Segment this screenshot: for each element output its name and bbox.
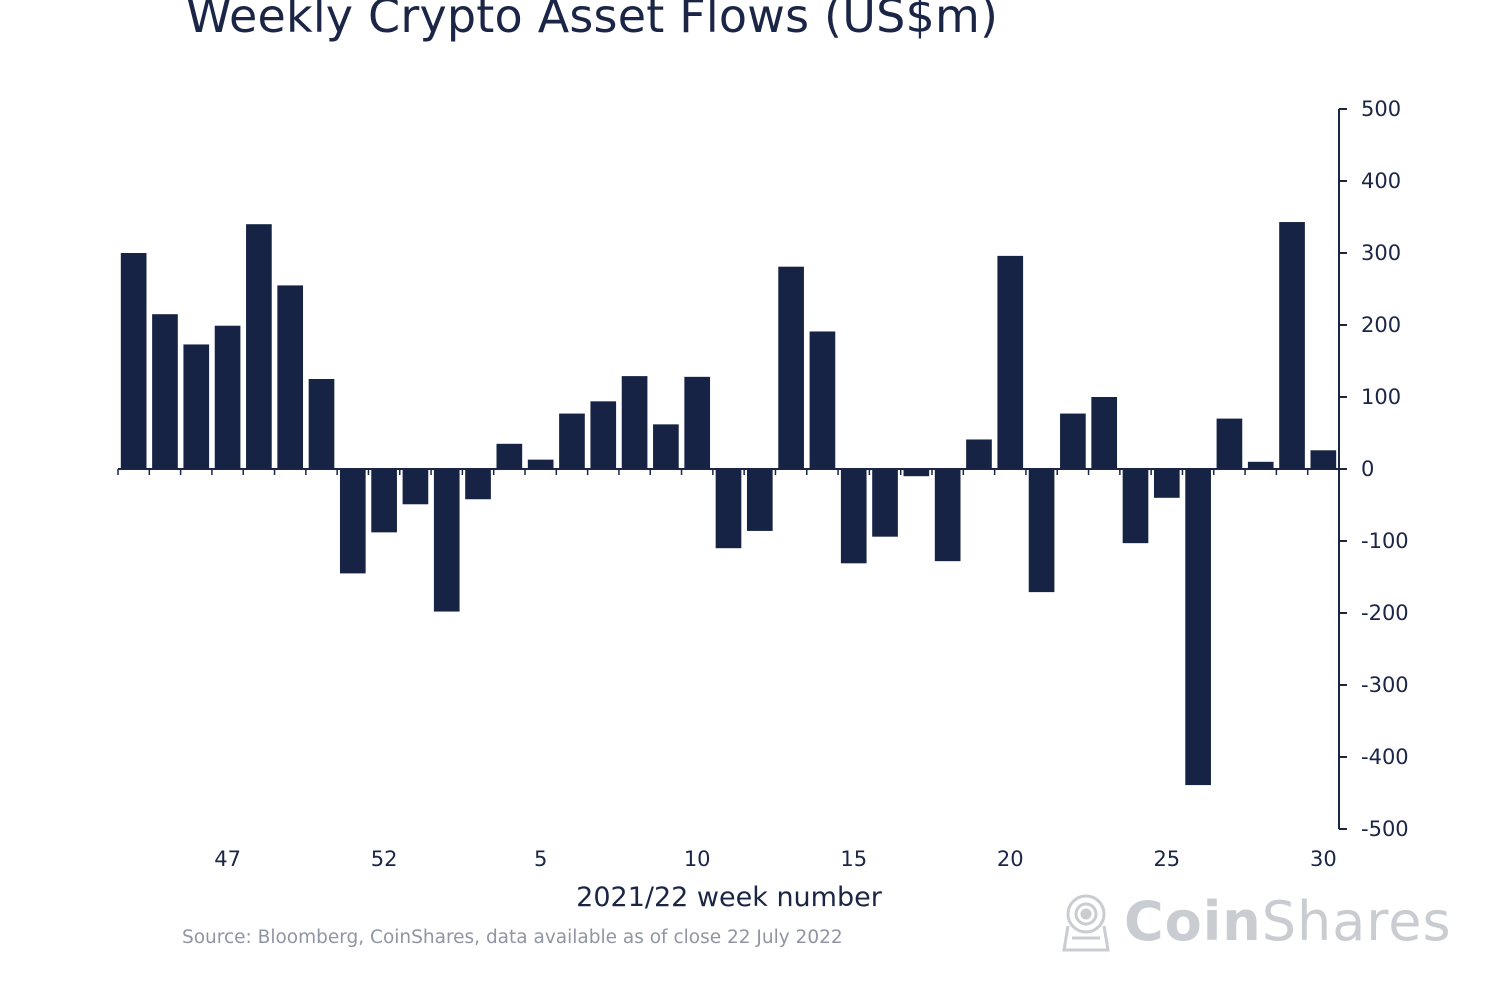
bar-week-4: [496, 443, 523, 469]
y-tick-label-100: 100: [1361, 385, 1401, 409]
x-tick-label-30: 30: [1310, 847, 1337, 871]
bar-week-45: [152, 314, 178, 469]
bar-week-15: [840, 469, 867, 564]
bar-week-23: [1091, 397, 1118, 469]
x-tick-label-15: 15: [840, 847, 867, 871]
bar-week-46: [183, 344, 210, 469]
y-tick-label-0: 0: [1361, 457, 1374, 481]
x-tick-label-10: 10: [684, 847, 711, 871]
bar-week-2: [433, 469, 460, 612]
astronaut-icon: [1062, 894, 1110, 952]
bar-week-8: [621, 376, 648, 469]
bar-week-30: [1310, 450, 1337, 469]
bar-week-12: [746, 469, 773, 531]
logo-word-coin: Coin: [1124, 890, 1262, 953]
y-tick-label--400: -400: [1361, 745, 1409, 769]
bar-week-28: [1247, 461, 1274, 469]
bar-week-14: [809, 331, 836, 469]
bar-week-25: [1153, 469, 1180, 498]
bar-week-47: [214, 325, 241, 469]
bar-week-22: [1060, 413, 1086, 469]
logo-wordmark: CoinShares: [1124, 892, 1452, 952]
coinshares-logo: CoinShares: [1062, 890, 1452, 954]
y-tick-label--300: -300: [1361, 673, 1409, 697]
bar-week-52: [371, 469, 397, 533]
x-tick-label-52: 52: [371, 847, 398, 871]
x-tick-label-25: 25: [1153, 847, 1180, 871]
bar-week-21: [1028, 469, 1055, 593]
bar-week-27: [1216, 418, 1243, 469]
x-tick-label-47: 47: [214, 847, 241, 871]
bar-week-7: [590, 401, 617, 469]
bar-week-44: [120, 253, 147, 469]
x-tick-label-5: 5: [534, 847, 547, 871]
x-axis: 47 52 5 10 15 20 25 30: [117, 468, 1340, 871]
bar-week-13: [778, 266, 804, 469]
bar-week-5: [527, 459, 554, 469]
bar-week-11: [715, 469, 742, 549]
x-tick-label-20: 20: [997, 847, 1024, 871]
y-tick-label-200: 200: [1361, 313, 1401, 337]
source-note: Source: Bloomberg, CoinShares, data avai…: [182, 927, 843, 948]
bar-week-17: [903, 469, 930, 477]
chart-title: Weekly Crypto Asset Flows (US$m): [186, 0, 999, 43]
y-tick-label--200: -200: [1361, 601, 1409, 625]
bar-week-51: [339, 469, 366, 574]
y-tick-label--500: -500: [1361, 817, 1409, 841]
bar-week-49: [277, 285, 304, 469]
bar-week-1: [402, 469, 429, 505]
bar-week-16: [872, 469, 898, 537]
x-axis-label: 2021/22 week number: [576, 882, 883, 913]
bar-week-24: [1122, 469, 1149, 544]
logo-word-shares: Shares: [1261, 890, 1452, 953]
bar-week-9: [653, 424, 679, 469]
bar-week-18: [934, 469, 961, 562]
bar-week-29: [1279, 222, 1305, 469]
y-tick-label-500: 500: [1361, 97, 1401, 121]
y-tick-label-300: 300: [1361, 241, 1401, 265]
bar-week-19: [966, 439, 992, 469]
bar-week-26: [1185, 469, 1211, 786]
y-tick-label--100: -100: [1361, 529, 1409, 553]
bar-week-48: [246, 224, 272, 469]
bar-week-3: [465, 469, 491, 500]
bars-group: [120, 222, 1337, 786]
bar-week-6: [559, 413, 585, 469]
y-axis: 500 400 300 200 100 0 -100 -200 -300 -400 -500: [1338, 97, 1409, 841]
bar-week-50: [308, 379, 335, 469]
bar-week-20: [997, 255, 1024, 469]
y-tick-label-400: 400: [1361, 169, 1401, 193]
bar-week-10: [684, 376, 711, 469]
